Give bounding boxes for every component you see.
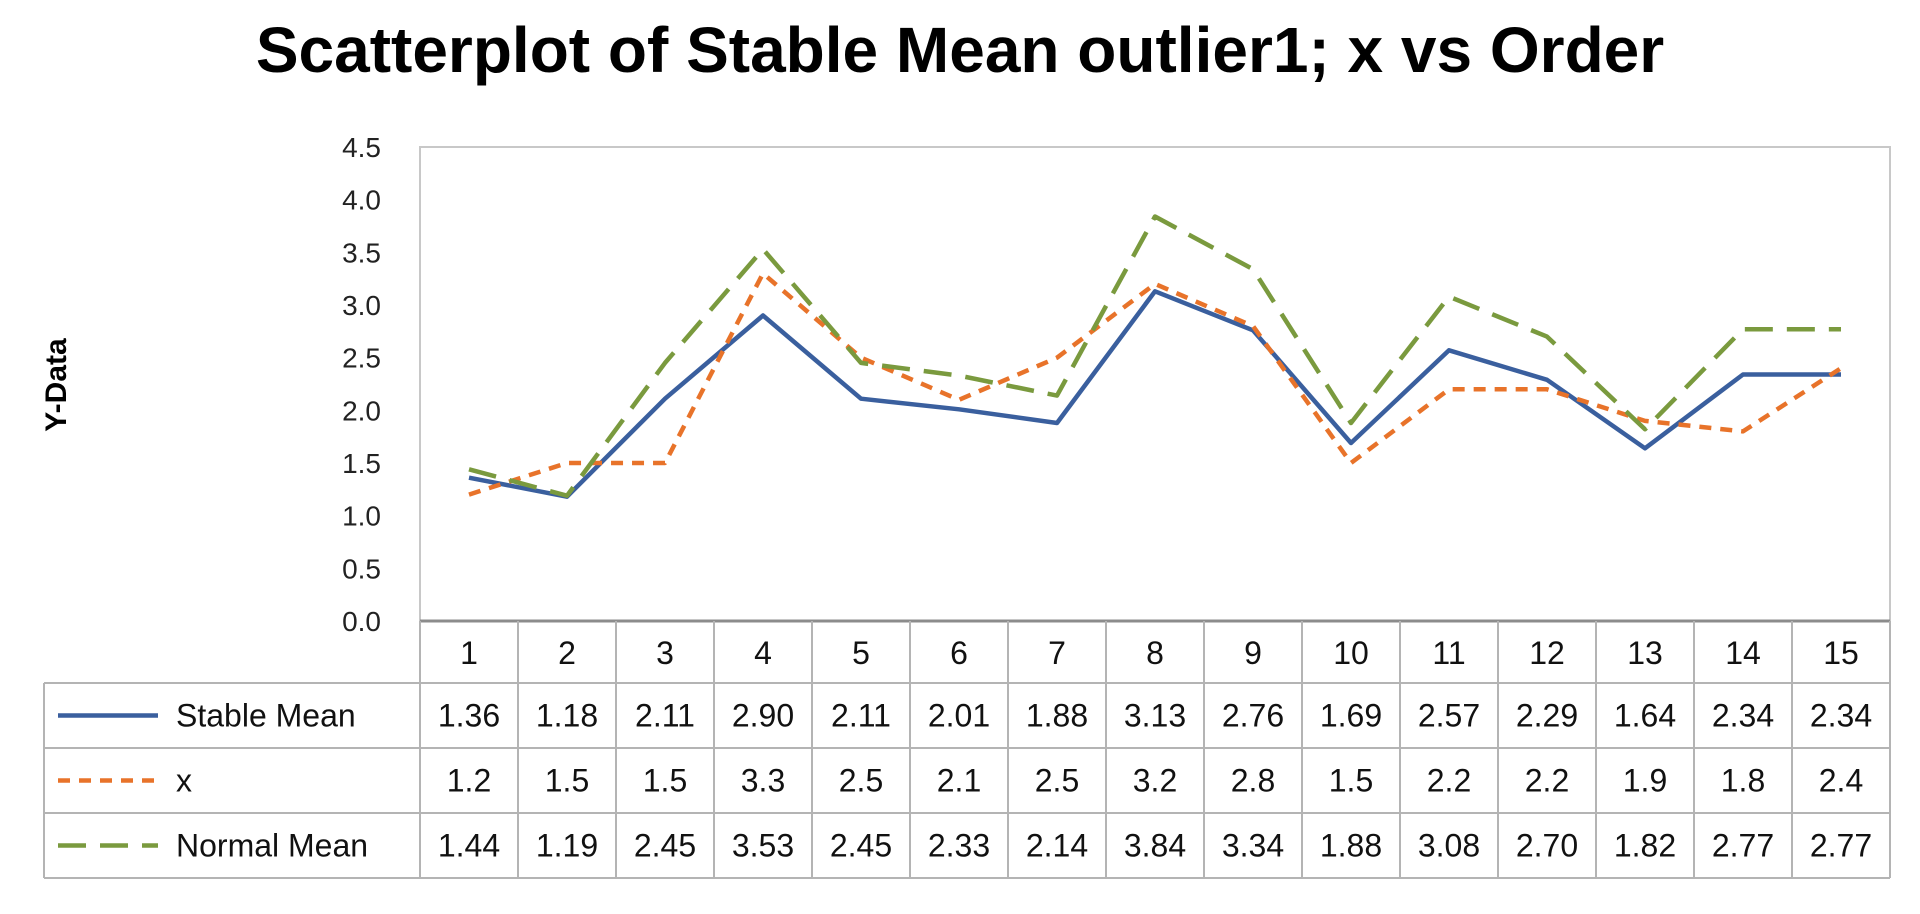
y-tick-label: 3.5 bbox=[342, 237, 381, 268]
data-label: 2.4 bbox=[1819, 763, 1863, 799]
data-label: 3.3 bbox=[741, 763, 785, 799]
data-label: 1.5 bbox=[643, 763, 687, 799]
data-label: 1.19 bbox=[536, 828, 598, 864]
x-tick-label: 13 bbox=[1627, 635, 1663, 671]
x-tick-label: 7 bbox=[1048, 635, 1066, 671]
data-label: 2.8 bbox=[1231, 763, 1275, 799]
legend-label-2: x bbox=[176, 763, 192, 799]
data-label: 2.90 bbox=[732, 698, 794, 734]
data-label: 1.64 bbox=[1614, 698, 1676, 734]
data-label: 3.34 bbox=[1222, 828, 1284, 864]
y-tick-label: 1.0 bbox=[342, 501, 381, 532]
data-label: 2.57 bbox=[1418, 698, 1480, 734]
data-label: 1.8 bbox=[1721, 763, 1765, 799]
plot-area: 0.0 0.5 1.0 1.5 2.0 2.5 3.0 3.5 4.0 4.5 bbox=[342, 132, 1891, 637]
data-label: 2.01 bbox=[928, 698, 990, 734]
data-label: 1.88 bbox=[1026, 698, 1088, 734]
legend-label-3: Normal Mean bbox=[176, 828, 368, 864]
data-label: 2.34 bbox=[1810, 698, 1872, 734]
y-tick-label: 4.0 bbox=[342, 185, 381, 216]
chart-title: Scatterplot of Stable Mean outlier1; x v… bbox=[256, 14, 1664, 86]
data-label: 2.29 bbox=[1516, 698, 1578, 734]
data-label: 2.70 bbox=[1516, 828, 1578, 864]
x-tick-label: 15 bbox=[1823, 635, 1859, 671]
legend-label-1: Stable Mean bbox=[176, 698, 356, 734]
data-label: 1.44 bbox=[438, 828, 500, 864]
y-tick-label: 2.0 bbox=[342, 395, 381, 426]
data-label: 1.5 bbox=[545, 763, 589, 799]
data-label: 2.2 bbox=[1427, 763, 1471, 799]
data-label: 2.77 bbox=[1810, 828, 1872, 864]
y-tick-label: 1.5 bbox=[342, 448, 381, 479]
y-tick-label: 2.5 bbox=[342, 343, 381, 374]
data-label: 3.53 bbox=[732, 828, 794, 864]
series-line-1 bbox=[468, 289, 1841, 499]
data-label: 3.08 bbox=[1418, 828, 1480, 864]
data-label: 2.45 bbox=[830, 828, 892, 864]
data-label: 2.45 bbox=[634, 828, 696, 864]
y-axis-label: Y-Data bbox=[40, 338, 73, 432]
y-tick-label: 0.5 bbox=[342, 553, 381, 584]
data-label: 2.11 bbox=[831, 698, 891, 734]
x-tick-label: 2 bbox=[558, 635, 576, 671]
data-label: 2.5 bbox=[839, 763, 883, 799]
series-line-3 bbox=[468, 214, 1841, 498]
data-label: 1.5 bbox=[1329, 763, 1373, 799]
data-label: 2.1 bbox=[937, 763, 981, 799]
data-label: 3.2 bbox=[1133, 763, 1177, 799]
data-label: 1.69 bbox=[1320, 698, 1382, 734]
x-tick-label: 3 bbox=[656, 635, 674, 671]
data-label: 2.14 bbox=[1026, 828, 1088, 864]
data-label: 1.18 bbox=[536, 698, 598, 734]
data-label: 1.2 bbox=[447, 763, 491, 799]
data-label: 2.33 bbox=[928, 828, 990, 864]
y-tick-label: 4.5 bbox=[342, 132, 381, 163]
y-tick-label: 3.0 bbox=[342, 290, 381, 321]
x-tick-label: 6 bbox=[950, 635, 968, 671]
x-tick-label: 10 bbox=[1333, 635, 1369, 671]
x-tick-label: 11 bbox=[1432, 635, 1465, 671]
data-label: 2.5 bbox=[1035, 763, 1079, 799]
data-label: 2.77 bbox=[1712, 828, 1774, 864]
x-tick-label: 8 bbox=[1146, 635, 1164, 671]
x-tick-label: 4 bbox=[754, 635, 772, 671]
series-line-2 bbox=[468, 271, 1843, 497]
x-tick-label: 1 bbox=[460, 635, 478, 671]
data-label: 2.2 bbox=[1525, 763, 1569, 799]
data-label: 3.84 bbox=[1124, 828, 1186, 864]
data-label: 2.11 bbox=[635, 698, 695, 734]
x-tick-label: 14 bbox=[1725, 635, 1761, 671]
data-label: 3.13 bbox=[1124, 698, 1186, 734]
x-tick-label: 9 bbox=[1244, 635, 1262, 671]
data-label: 1.82 bbox=[1614, 828, 1676, 864]
data-label: 2.34 bbox=[1712, 698, 1774, 734]
data-label: 1.88 bbox=[1320, 828, 1382, 864]
data-label: 1.9 bbox=[1623, 763, 1667, 799]
x-tick-label: 12 bbox=[1529, 635, 1565, 671]
data-label: 2.76 bbox=[1222, 698, 1284, 734]
data-label: 1.36 bbox=[438, 698, 500, 734]
y-tick-label: 0.0 bbox=[342, 606, 381, 637]
x-tick-label: 5 bbox=[852, 635, 870, 671]
